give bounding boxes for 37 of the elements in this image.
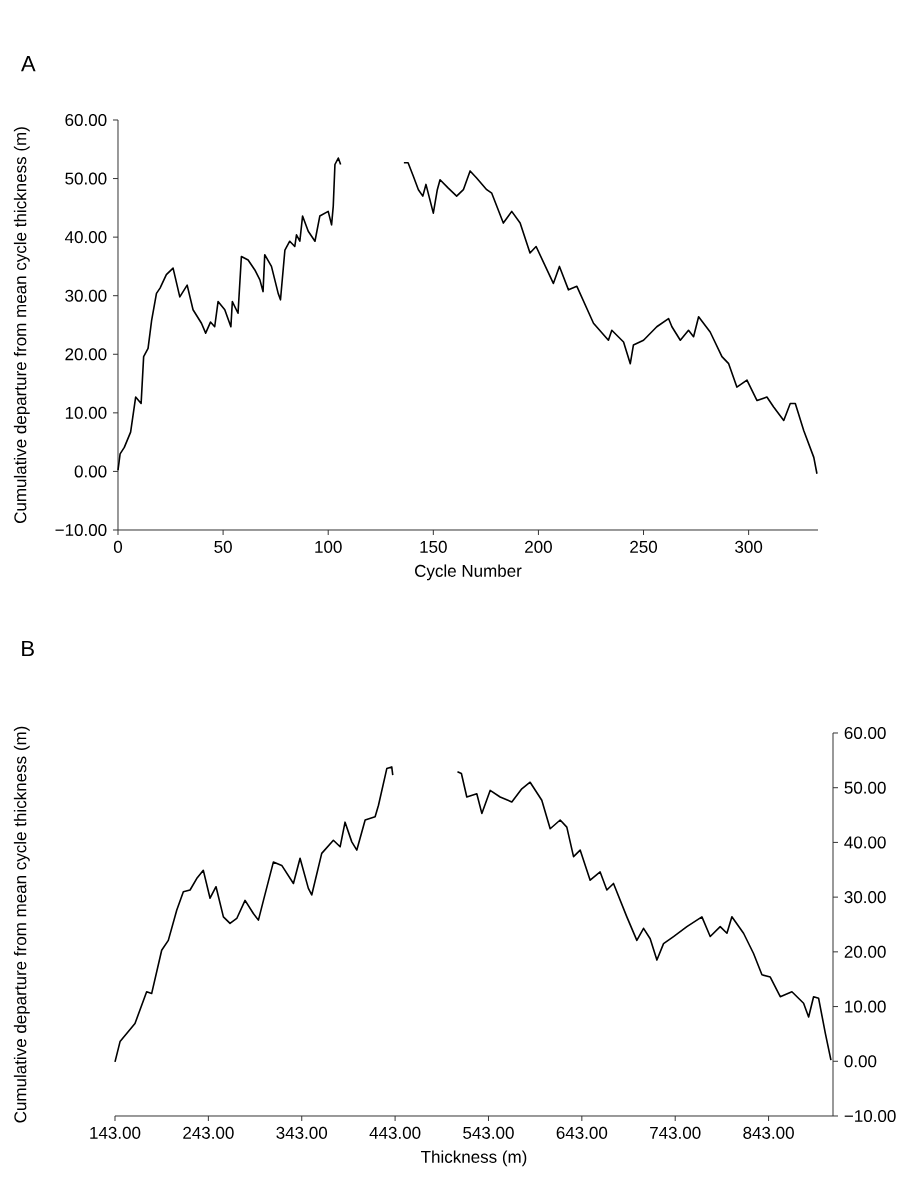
- x-tick-label: 843.00: [743, 1126, 794, 1139]
- y2-tick-label: −10.00: [844, 1109, 896, 1123]
- y-tick-label: −10.00: [55, 523, 107, 537]
- x-axis-title: Thickness (m): [421, 1150, 527, 1167]
- x-tick-label: 300: [735, 540, 763, 553]
- x-tick-label: 143.00: [90, 1126, 141, 1139]
- x-tick-label: 200: [525, 540, 552, 553]
- y2-tick-label: 10.00: [845, 1000, 886, 1013]
- x-tick-label: 0: [113, 540, 123, 553]
- x-tick-label: 743.00: [650, 1126, 701, 1139]
- y2-tick-label: 50.00: [844, 781, 886, 794]
- y-tick-label: 0.00: [74, 465, 107, 478]
- y-axis-title: Cumulative departure from mean cycle thickness (m): [13, 726, 30, 1123]
- x-tick-label: 50: [214, 540, 232, 553]
- y2-tick-label: 20.00: [844, 945, 886, 958]
- y-tick-label: 20.00: [65, 348, 107, 361]
- y2-tick-label: 30.00: [844, 891, 886, 904]
- x-tick-label: 643.00: [556, 1126, 608, 1139]
- x-axis-title: Cycle Number: [415, 564, 522, 581]
- x-tick-label: 243.00: [183, 1126, 234, 1139]
- y-tick-label: 40.00: [64, 231, 107, 244]
- y-tick-label: 10.00: [65, 406, 107, 419]
- x-tick-label: 100: [315, 540, 342, 553]
- x-tick-label: 150: [420, 540, 447, 553]
- x-tick-label: 250: [630, 540, 658, 553]
- y-axis-title: Cumulative departure from mean cycle thickness (m): [13, 127, 30, 524]
- y-tick-label: 30.00: [65, 289, 107, 302]
- chart-title: B: [22, 640, 34, 657]
- chart-title: A: [21, 56, 36, 72]
- y-tick-label: 60.00: [65, 113, 107, 127]
- y2-tick-label: 40.00: [844, 836, 886, 849]
- x-tick-label: 343.00: [276, 1126, 328, 1139]
- x-tick-label: 543.00: [463, 1126, 514, 1139]
- y2-tick-label: 60.00: [844, 726, 886, 740]
- y2-tick-label: 0.00: [844, 1055, 877, 1068]
- x-tick-label: 443.00: [369, 1126, 421, 1139]
- y-tick-label: 50.00: [65, 172, 107, 185]
